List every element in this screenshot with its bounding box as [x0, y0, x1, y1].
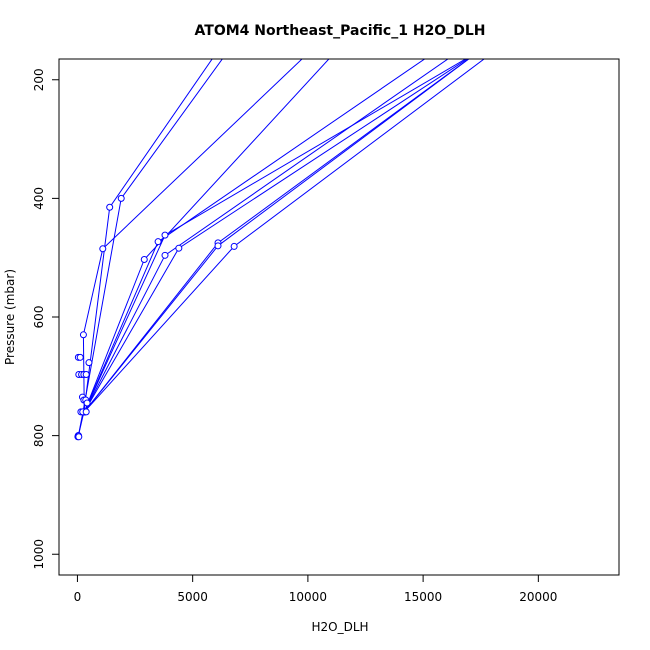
data-point [161, 251, 169, 259]
y-tick-label: 800 [32, 424, 46, 447]
data-point [175, 244, 183, 252]
x-tick-label: 20000 [519, 590, 557, 604]
y-tick-label: 200 [32, 68, 46, 91]
series-layer [77, 59, 485, 436]
y-axis: 200 400 600 800 1000 [32, 68, 60, 570]
data-point [161, 231, 169, 239]
data-point [99, 245, 107, 253]
data-point [230, 242, 238, 250]
series-line-11 [83, 59, 485, 413]
series-line-9 [83, 59, 470, 413]
x-axis: 0 5000 10000 15000 20000 [74, 574, 557, 604]
plot-frame [58, 58, 620, 576]
y-tick-label: 1000 [32, 539, 46, 570]
data-point [106, 203, 114, 211]
series-line-2 [77, 59, 223, 436]
series-line-3 [82, 59, 303, 412]
y-tick-label: 400 [32, 187, 46, 210]
data-point [75, 433, 83, 441]
y-tick-label: 600 [32, 306, 46, 329]
chart-title: ATOM4 Northeast_Pacific_1 H2O_DLH [195, 23, 486, 39]
series-line-5 [83, 59, 426, 413]
x-tick-label: 0 [74, 590, 82, 604]
x-tick-label: 10000 [289, 590, 327, 604]
series-line-8 [83, 59, 469, 413]
points-layer [74, 194, 238, 441]
data-point [140, 255, 148, 263]
x-axis-label: H2O_DLH [311, 620, 368, 634]
series-line-10 [83, 59, 470, 413]
series-line-4 [83, 59, 330, 413]
data-point [82, 408, 90, 416]
data-point [214, 242, 222, 250]
data-point [79, 331, 87, 339]
data-point [82, 371, 90, 379]
x-tick-label: 15000 [404, 590, 442, 604]
y-axis-label: Pressure (mbar) [3, 269, 17, 365]
series-line-7 [83, 59, 449, 413]
series-line-6 [83, 59, 467, 413]
x-tick-label: 5000 [177, 590, 208, 604]
data-point [83, 399, 91, 407]
data-point [85, 359, 93, 367]
data-point [76, 353, 84, 361]
data-point [117, 194, 125, 202]
data-point [154, 238, 162, 246]
